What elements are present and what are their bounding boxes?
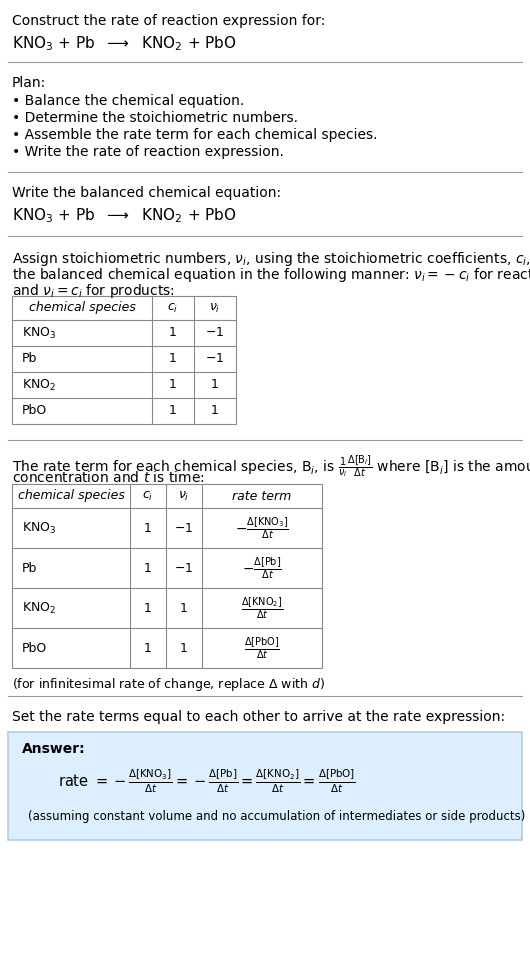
Text: Construct the rate of reaction expression for:: Construct the rate of reaction expressio… xyxy=(12,14,325,28)
Text: $\nu_i$: $\nu_i$ xyxy=(209,302,220,314)
Text: rate $= -\frac{\Delta[\mathrm{KNO_3}]}{\Delta t} = -\frac{\Delta[\mathrm{Pb}]}{\: rate $= -\frac{\Delta[\mathrm{KNO_3}]}{\… xyxy=(58,768,356,795)
FancyBboxPatch shape xyxy=(12,484,322,668)
Text: 1: 1 xyxy=(144,601,152,615)
FancyBboxPatch shape xyxy=(12,296,236,424)
Text: Answer:: Answer: xyxy=(22,742,86,756)
Text: chemical species: chemical species xyxy=(17,490,125,503)
Text: $c_i$: $c_i$ xyxy=(143,489,154,503)
Text: • Balance the chemical equation.: • Balance the chemical equation. xyxy=(12,94,244,108)
Text: Pb: Pb xyxy=(22,561,38,575)
Text: 1: 1 xyxy=(211,379,219,391)
Text: rate term: rate term xyxy=(232,490,292,503)
Text: 1: 1 xyxy=(169,404,177,418)
Text: Assign stoichiometric numbers, $\nu_i$, using the stoichiometric coefficients, $: Assign stoichiometric numbers, $\nu_i$, … xyxy=(12,250,530,268)
Text: (assuming constant volume and no accumulation of intermediates or side products): (assuming constant volume and no accumul… xyxy=(28,810,525,823)
Text: KNO$_3$ + Pb  $\longrightarrow$  KNO$_2$ + PbO: KNO$_3$ + Pb $\longrightarrow$ KNO$_2$ +… xyxy=(12,206,236,224)
Text: 1: 1 xyxy=(211,404,219,418)
Text: KNO$_2$: KNO$_2$ xyxy=(22,600,56,616)
Text: $c_i$: $c_i$ xyxy=(167,302,179,314)
Text: • Write the rate of reaction expression.: • Write the rate of reaction expression. xyxy=(12,145,284,159)
Text: The rate term for each chemical species, B$_i$, is $\frac{1}{\nu_i}\frac{\Delta[: The rate term for each chemical species,… xyxy=(12,454,530,480)
Text: concentration and $t$ is time:: concentration and $t$ is time: xyxy=(12,470,205,485)
FancyBboxPatch shape xyxy=(8,732,522,840)
Text: $\nu_i$: $\nu_i$ xyxy=(178,489,190,503)
Text: 1: 1 xyxy=(169,379,177,391)
Text: PbO: PbO xyxy=(22,641,47,655)
Text: 1: 1 xyxy=(169,352,177,365)
Text: 1: 1 xyxy=(144,641,152,655)
Text: Set the rate terms equal to each other to arrive at the rate expression:: Set the rate terms equal to each other t… xyxy=(12,710,505,724)
Text: PbO: PbO xyxy=(22,404,47,418)
Text: $-1$: $-1$ xyxy=(174,561,193,575)
Text: 1: 1 xyxy=(144,521,152,535)
Text: 1: 1 xyxy=(144,561,152,575)
Text: $\frac{\Delta[\mathrm{PbO}]}{\Delta t}$: $\frac{\Delta[\mathrm{PbO}]}{\Delta t}$ xyxy=(244,635,280,661)
Text: KNO$_2$: KNO$_2$ xyxy=(22,378,56,392)
Text: $-\frac{\Delta[\mathrm{KNO_3}]}{\Delta t}$: $-\frac{\Delta[\mathrm{KNO_3}]}{\Delta t… xyxy=(235,515,289,541)
Text: $-\frac{\Delta[\mathrm{Pb}]}{\Delta t}$: $-\frac{\Delta[\mathrm{Pb}]}{\Delta t}$ xyxy=(242,555,282,581)
Text: 1: 1 xyxy=(169,327,177,340)
Text: • Determine the stoichiometric numbers.: • Determine the stoichiometric numbers. xyxy=(12,111,298,125)
Text: 1: 1 xyxy=(180,641,188,655)
Text: 1: 1 xyxy=(180,601,188,615)
Text: $-1$: $-1$ xyxy=(206,327,225,340)
Text: $-1$: $-1$ xyxy=(206,352,225,365)
Text: KNO$_3$: KNO$_3$ xyxy=(22,520,56,536)
Text: (for infinitesimal rate of change, replace $\Delta$ with $d$): (for infinitesimal rate of change, repla… xyxy=(12,676,325,693)
Text: and $\nu_i = c_i$ for products:: and $\nu_i = c_i$ for products: xyxy=(12,282,175,300)
Text: • Assemble the rate term for each chemical species.: • Assemble the rate term for each chemic… xyxy=(12,128,377,142)
Text: Plan:: Plan: xyxy=(12,76,46,90)
Text: $-1$: $-1$ xyxy=(174,521,193,535)
Text: Pb: Pb xyxy=(22,352,38,365)
Text: Write the balanced chemical equation:: Write the balanced chemical equation: xyxy=(12,186,281,200)
Text: KNO$_3$: KNO$_3$ xyxy=(22,325,56,341)
Text: KNO$_3$ + Pb  $\longrightarrow$  KNO$_2$ + PbO: KNO$_3$ + Pb $\longrightarrow$ KNO$_2$ +… xyxy=(12,34,236,53)
Text: chemical species: chemical species xyxy=(29,302,136,314)
Text: the balanced chemical equation in the following manner: $\nu_i = -c_i$ for react: the balanced chemical equation in the fo… xyxy=(12,266,530,284)
Text: $\frac{\Delta[\mathrm{KNO_2}]}{\Delta t}$: $\frac{\Delta[\mathrm{KNO_2}]}{\Delta t}… xyxy=(241,595,283,621)
